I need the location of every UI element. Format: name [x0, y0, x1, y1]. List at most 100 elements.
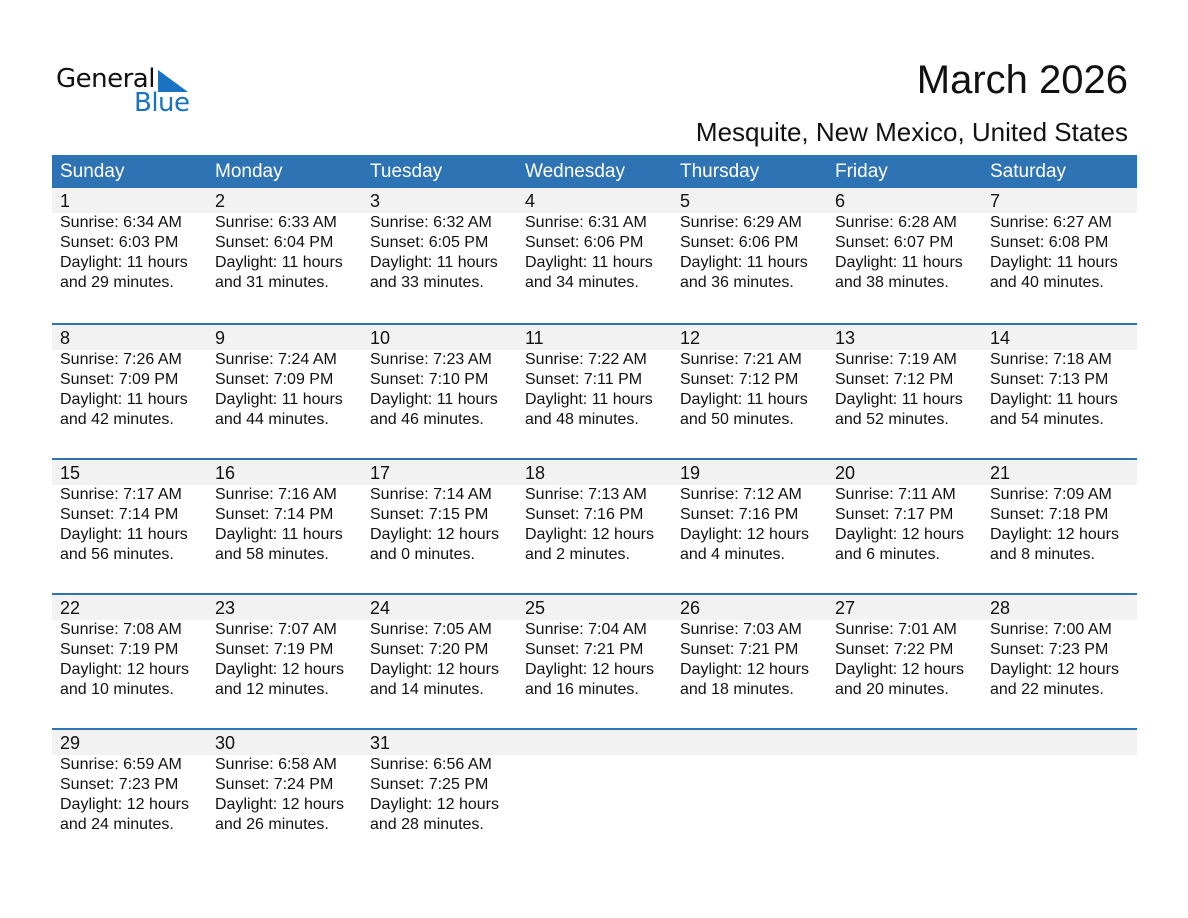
daylight-text: Daylight: 12 hours: [680, 661, 809, 678]
day-number: 3: [370, 191, 381, 211]
daylight-text: Daylight: 11 hours: [370, 391, 498, 408]
day-number: 13: [835, 328, 856, 348]
daylight-text: Daylight: 12 hours: [990, 661, 1119, 678]
sunset-text: Sunset: 7:23 PM: [990, 641, 1109, 658]
day-number: 31: [370, 733, 391, 753]
day-number: 4: [525, 191, 536, 211]
day-number-band: [52, 730, 1137, 755]
sunset-text: Sunset: 7:14 PM: [215, 506, 334, 523]
day-cell: 13 Sunrise: 7:19 AM Sunset: 7:12 PM Dayligh…: [827, 325, 982, 430]
daylight-minutes-text: and 2 minutes.: [525, 546, 630, 563]
day-cell: 20 Sunrise: 7:11 AM Sunset: 7:17 PM Dayligh…: [827, 460, 982, 565]
sunset-text: Sunset: 7:11 PM: [525, 371, 643, 388]
sunrise-text: Sunrise: 7:21 AM: [680, 351, 802, 368]
week-row: 15 Sunrise: 7:17 AM Sunset: 7:14 PM Dayligh…: [52, 458, 1137, 593]
day-cell: 26 Sunrise: 7:03 AM Sunset: 7:21 PM Dayligh…: [672, 595, 827, 700]
week-row: 29 Sunrise: 6:59 AM Sunset: 7:23 PM Dayligh…: [52, 728, 1137, 863]
sunset-text: Sunset: 6:03 PM: [60, 234, 179, 251]
sunset-text: Sunset: 6:07 PM: [835, 234, 954, 251]
sunset-text: Sunset: 7:14 PM: [60, 506, 179, 523]
daylight-minutes-text: and 24 minutes.: [60, 816, 174, 833]
day-cell: 9 Sunrise: 7:24 AM Sunset: 7:09 PM Daylight…: [207, 325, 362, 430]
weekday-wednesday: Wednesday: [525, 161, 625, 182]
day-cell: 15 Sunrise: 7:17 AM Sunset: 7:14 PM Dayligh…: [52, 460, 207, 565]
day-number: 22: [60, 598, 81, 618]
sunrise-text: Sunrise: 7:03 AM: [680, 621, 802, 638]
sunrise-text: Sunrise: 6:56 AM: [370, 756, 492, 773]
day-number: 9: [215, 328, 226, 348]
sunset-text: Sunset: 7:18 PM: [990, 506, 1109, 523]
weekday-thursday: Thursday: [680, 161, 760, 182]
daylight-text: Daylight: 12 hours: [835, 661, 964, 678]
sunset-text: Sunset: 7:16 PM: [680, 506, 799, 523]
sunrise-text: Sunrise: 6:29 AM: [680, 214, 802, 231]
daylight-minutes-text: and 34 minutes.: [525, 274, 639, 291]
day-number: 18: [525, 463, 546, 483]
sunrise-text: Sunrise: 6:28 AM: [835, 214, 957, 231]
daylight-text: Daylight: 11 hours: [680, 254, 808, 271]
daylight-text: Daylight: 12 hours: [835, 526, 964, 543]
daylight-text: Daylight: 11 hours: [370, 254, 498, 271]
daylight-text: Daylight: 11 hours: [215, 391, 343, 408]
day-number: 30: [215, 733, 236, 753]
daylight-text: Daylight: 12 hours: [60, 661, 189, 678]
daylight-text: Daylight: 11 hours: [525, 391, 653, 408]
daylight-minutes-text: and 6 minutes.: [835, 546, 940, 563]
day-cell: 18 Sunrise: 7:13 AM Sunset: 7:16 PM Dayligh…: [517, 460, 672, 565]
day-number: 14: [990, 328, 1011, 348]
sunset-text: Sunset: 7:23 PM: [60, 776, 179, 793]
weekday-saturday: Saturday: [990, 161, 1067, 182]
sunrise-text: Sunrise: 6:34 AM: [60, 214, 182, 231]
sunrise-text: Sunrise: 7:26 AM: [60, 351, 182, 368]
day-cell: 24 Sunrise: 7:05 AM Sunset: 7:20 PM Dayligh…: [362, 595, 517, 700]
daylight-minutes-text: and 44 minutes.: [215, 411, 329, 428]
daylight-minutes-text: and 36 minutes.: [680, 274, 794, 291]
sunset-text: Sunset: 7:13 PM: [990, 371, 1109, 388]
sunrise-text: Sunrise: 7:01 AM: [835, 621, 957, 638]
day-number-band: [52, 595, 1137, 620]
weekday-tuesday: Tuesday: [370, 161, 443, 182]
daylight-minutes-text: and 56 minutes.: [60, 546, 174, 563]
day-number: 10: [370, 328, 391, 348]
day-number: 8: [60, 328, 71, 348]
daylight-text: Daylight: 12 hours: [370, 796, 499, 813]
sunset-text: Sunset: 7:21 PM: [525, 641, 644, 658]
daylight-minutes-text: and 54 minutes.: [990, 411, 1104, 428]
day-number-band: [52, 188, 1137, 213]
sunset-text: Sunset: 7:12 PM: [680, 371, 799, 388]
daylight-minutes-text: and 10 minutes.: [60, 681, 174, 698]
sunset-text: Sunset: 7:09 PM: [60, 371, 179, 388]
daylight-text: Daylight: 11 hours: [215, 254, 343, 271]
day-cell: 16 Sunrise: 7:16 AM Sunset: 7:14 PM Dayligh…: [207, 460, 362, 565]
day-number: 12: [680, 328, 701, 348]
daylight-minutes-text: and 26 minutes.: [215, 816, 329, 833]
day-number: 19: [680, 463, 701, 483]
daylight-minutes-text: and 40 minutes.: [990, 274, 1104, 291]
day-number: 25: [525, 598, 546, 618]
daylight-text: Daylight: 12 hours: [215, 661, 344, 678]
sunrise-text: Sunrise: 7:24 AM: [215, 351, 337, 368]
sunset-text: Sunset: 6:04 PM: [215, 234, 334, 251]
daylight-minutes-text: and 46 minutes.: [370, 411, 484, 428]
week-row: 22 Sunrise: 7:08 AM Sunset: 7:19 PM Dayligh…: [52, 593, 1137, 728]
daylight-minutes-text: and 4 minutes.: [680, 546, 785, 563]
day-cell: 5 Sunrise: 6:29 AM Sunset: 6:06 PM Daylight…: [672, 188, 827, 293]
sunrise-text: Sunrise: 7:04 AM: [525, 621, 647, 638]
day-cell: 28 Sunrise: 7:00 AM Sunset: 7:23 PM Dayligh…: [982, 595, 1137, 700]
day-number: 2: [215, 191, 226, 211]
sunrise-text: Sunrise: 7:19 AM: [835, 351, 957, 368]
daylight-text: Daylight: 11 hours: [60, 526, 188, 543]
logo-text-general: General: [56, 64, 155, 94]
daylight-minutes-text: and 48 minutes.: [525, 411, 639, 428]
sunrise-text: Sunrise: 7:16 AM: [215, 486, 337, 503]
day-cell: 23 Sunrise: 7:07 AM Sunset: 7:19 PM Dayligh…: [207, 595, 362, 700]
daylight-minutes-text: and 20 minutes.: [835, 681, 949, 698]
day-number: 29: [60, 733, 81, 753]
sunset-text: Sunset: 6:08 PM: [990, 234, 1109, 251]
daylight-text: Daylight: 11 hours: [60, 254, 188, 271]
day-cell: 7 Sunrise: 6:27 AM Sunset: 6:08 PM Daylight…: [982, 188, 1137, 293]
sunset-text: Sunset: 7:17 PM: [835, 506, 954, 523]
day-number: 16: [215, 463, 236, 483]
day-number: 17: [370, 463, 391, 483]
sunset-text: Sunset: 7:19 PM: [215, 641, 334, 658]
